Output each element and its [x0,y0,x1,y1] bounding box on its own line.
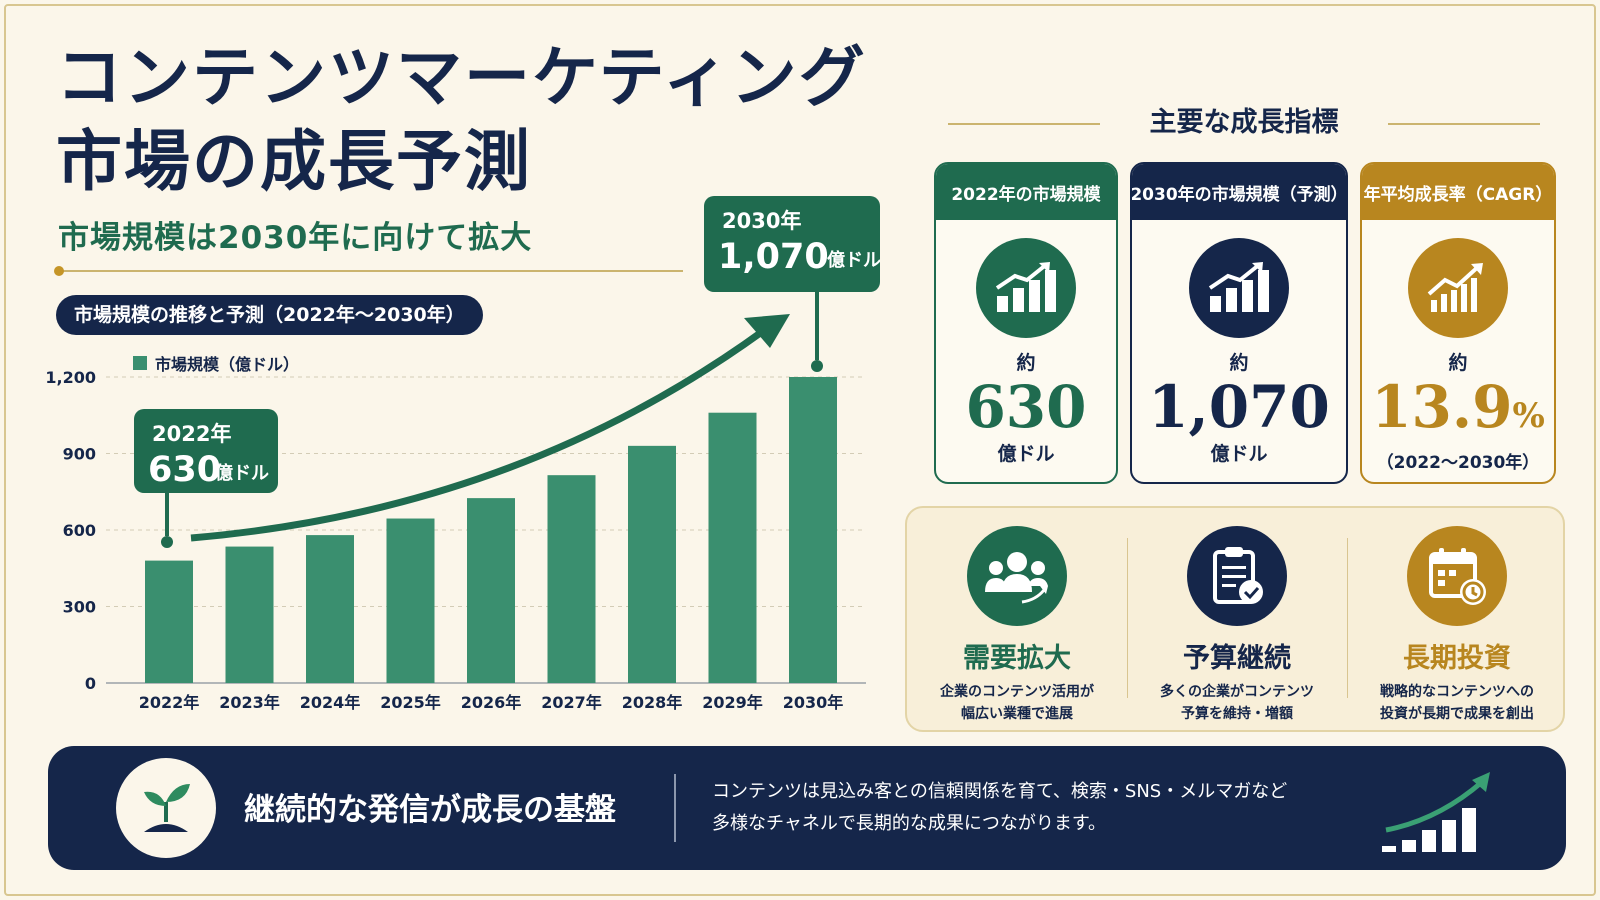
subtitle-divider [58,270,683,272]
metric-card-2022: 2022年の市場規模 約 630 億ドル [934,162,1118,484]
x-tick-label: 2025年 [380,693,441,712]
x-tick-label: 2026年 [461,693,522,712]
metric-approx: 約 [1448,352,1468,374]
page-title: コンテンツマーケティング 市場の成長予測 [56,36,867,204]
growth-arrow [190,323,773,542]
metric-card-title: 2030年の市場規模（予測） [1132,164,1346,220]
bar-chart: 0 300 600 900 1,200 2022年 2023年 2024年 2025年 2026年… [45,196,880,712]
metric-card-2030: 2030年の市場規模（予測） 約 1,070 億ドル [1130,162,1348,484]
chart-bar [225,546,274,683]
metric-value: 13.9% [1362,375,1554,448]
metric-value: 1,070 [1148,373,1330,441]
bar-chart-up-icon [976,238,1076,338]
metric-card-cagr: 年平均成長率（CAGR） 約 13.9% （2022〜2030年） [1360,162,1556,484]
callout-2022-year: 2022年 [152,422,231,446]
callout-2022-box [134,409,278,493]
feature-divider [1127,538,1128,698]
metric-card-title: 年平均成長率（CAGR） [1362,164,1554,220]
metric-approx: 約 [1229,352,1249,374]
y-tick-label: 1,200 [45,368,96,387]
sprout-icon [116,758,216,858]
feature-panel: 需要拡大 企業のコンテンツ活用が 幅広い業種で進展 予算継続 多くの企業がコンテ… [905,506,1565,732]
feature-title: 需要拡大 [963,643,1071,674]
feature-divider [1347,538,1348,698]
subtitle-divider-dot [54,266,64,276]
banner-text-line-1: コンテンツは見込み客との信頼関係を育て、検索・SNS・メルマガなど [712,781,1288,802]
cagr-number: 13.9 [1371,373,1513,441]
callout-2030-year: 2030年 [722,209,801,233]
metric-approx: 約 [1016,352,1036,374]
metric-unit: 億ドル [1210,443,1268,465]
feature-desc: 多くの企業がコンテンツ 予算を維持・増額 [1127,681,1347,725]
metrics-heading: 主要な成長指標 [1149,107,1339,138]
feature-desc: 企業のコンテンツ活用が 幅広い業種で進展 [907,681,1127,725]
feature-desc-line-2: 幅広い業種で進展 [961,706,1073,722]
title-line-2: 市場の成長予測 [56,123,532,200]
metric-card-title: 2022年の市場規模 [936,164,1116,220]
feature-desc: 戦略的なコンテンツへの 投資が長期で成果を創出 [1347,681,1567,725]
metric-unit: （2022〜2030年） [1376,453,1540,473]
feature-investment: 長期投資 戦略的なコンテンツへの 投資が長期で成果を創出 [1347,508,1567,730]
y-tick-label: 0 [85,674,96,693]
bar-growth-icon [1382,772,1490,852]
feature-budget: 予算継続 多くの企業がコンテンツ 予算を維持・増額 [1127,508,1347,730]
feature-title: 長期投資 [1403,643,1511,674]
y-tick-label: 300 [63,598,96,617]
clipboard-check-icon [1187,526,1287,626]
chart-bar [789,377,837,683]
feature-desc-line-1: 戦略的なコンテンツへの [1380,684,1534,700]
x-tick-label: 2024年 [300,693,361,712]
chart-bar [386,518,435,683]
x-tick-label: 2022年 [139,693,200,712]
x-tick-label: 2028年 [622,693,683,712]
people-growth-icon [967,526,1067,626]
feature-desc-line-2: 予算を維持・増額 [1181,706,1293,722]
chart-title: 市場規模の推移と予測（2022年〜2030年） [56,295,483,335]
x-tick-label: 2027年 [541,693,602,712]
section-line-left [948,123,1100,125]
chart-bar [145,560,193,683]
callout-2030-box [704,196,880,292]
x-tick-label: 2030年 [783,693,844,712]
callout-2030-value: 1,070 [718,237,829,277]
feature-desc-line-1: 企業のコンテンツ活用が [940,684,1094,700]
growth-chart-icon [1408,238,1508,338]
callout-2022-value: 630 [148,450,221,490]
callout-2030-unit: 億ドル [827,249,880,271]
subtitle: 市場規模は2030年に向けて拡大 [58,220,533,256]
calendar-clock-icon [1407,526,1507,626]
feature-title: 予算継続 [1183,643,1291,674]
legend-label: 市場規模（億ドル） [155,355,300,374]
chart-bar [628,445,676,683]
callout-2022-unit: 億ドル [215,462,269,484]
feature-demand: 需要拡大 企業のコンテンツ活用が 幅広い業種で進展 [907,508,1127,730]
banner-title: 継続的な発信が成長の基盤 [244,792,616,828]
x-tick-label: 2023年 [219,693,280,712]
cagr-percent: % [1512,396,1545,436]
feature-desc-line-1: 多くの企業がコンテンツ [1160,684,1314,700]
chart-bar [467,498,515,683]
metric-value: 630 [965,373,1087,441]
bar-chart-up-icon [1189,238,1289,338]
banner-text: コンテンツは見込み客との信頼関係を育て、検索・SNS・メルマガなど 多様なチャネ… [712,776,1287,840]
y-tick-label: 600 [63,521,96,540]
chart-bar [708,412,757,683]
title-line-1: コンテンツマーケティング [56,39,867,116]
legend-swatch [133,356,147,370]
growth-arrow-head [744,314,790,348]
banner-text-line-2: 多様なチャネルで長期的な成果につながります。 [712,813,1107,834]
chart-bar [306,535,354,683]
feature-desc-line-2: 投資が長期で成果を創出 [1380,706,1534,722]
section-line-right [1388,123,1540,125]
chart-bar [547,475,596,683]
callout-2030-dot [811,360,823,372]
chart-legend: 市場規模（億ドル） [133,351,299,375]
metric-unit: 億ドル [997,443,1055,465]
banner-divider [674,774,676,842]
callout-2022-dot [161,536,173,548]
bottom-banner: 継続的な発信が成長の基盤 コンテンツは見込み客との信頼関係を育て、検索・SNS・… [48,746,1566,870]
y-tick-label: 900 [63,445,96,464]
x-tick-label: 2029年 [702,693,763,712]
